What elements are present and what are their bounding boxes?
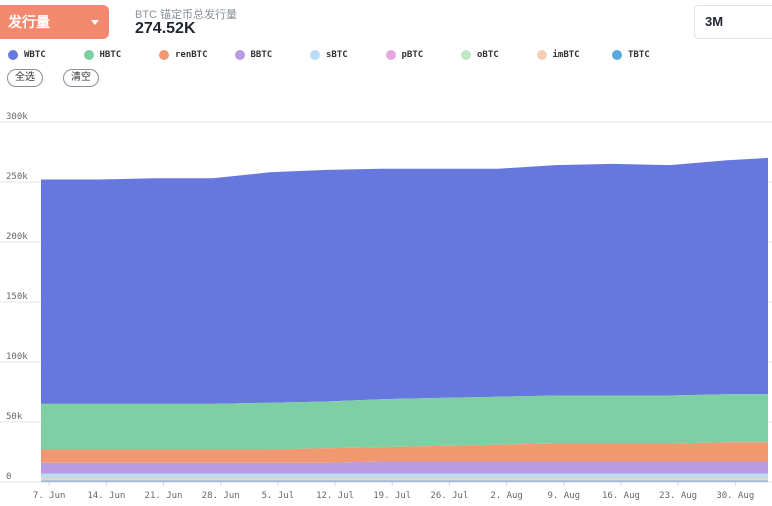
legend-dot-icon <box>461 50 471 60</box>
range-select[interactable]: 3M <box>694 5 772 39</box>
area-series-sbtc <box>41 473 768 478</box>
x-tick-label: 26. Jul <box>430 491 468 501</box>
x-tick-label: 21. Jun <box>145 491 183 501</box>
legend-dot-icon <box>385 50 396 60</box>
x-tick-label: 30. Aug <box>716 491 754 501</box>
y-tick-label: 0 <box>6 472 11 482</box>
legend-label: imBTC <box>552 50 580 60</box>
legend-label: BBTC <box>250 50 273 60</box>
legend-label: renBTC <box>175 50 208 60</box>
legend-dot-icon <box>612 50 622 60</box>
x-tick-label: 9. Aug <box>548 491 581 501</box>
legend-dot-icon <box>234 50 245 60</box>
x-tick-label: 28. Jun <box>202 491 240 501</box>
area-series-renbtc <box>41 442 768 463</box>
legend-dot-icon <box>310 50 320 60</box>
x-tick-label: 7. Jun <box>33 491 66 501</box>
legend-label: oBTC <box>477 50 499 60</box>
chevron-down-icon <box>91 20 99 25</box>
legend-label: TBTC <box>628 50 650 60</box>
area-series-wbtc <box>41 157 768 404</box>
area-series-obtc <box>41 477 768 480</box>
chart-subtitle: BTC 锚定币总发行量 <box>135 9 238 21</box>
metric-select[interactable]: 发行量 <box>0 5 109 39</box>
area-series-imbtc <box>41 479 768 481</box>
legend-label: sBTC <box>326 50 348 60</box>
y-tick-label: 150k <box>6 292 28 302</box>
legend-label: WBTC <box>24 50 46 60</box>
legend-dot-icon <box>159 50 169 60</box>
legend-dot-icon <box>536 50 547 60</box>
legend-dot-icon <box>8 50 18 60</box>
x-tick-label: 12. Jul <box>316 491 354 501</box>
x-tick-label: 2. Aug <box>490 491 523 501</box>
y-tick-label: 300k <box>6 112 28 122</box>
y-tick-label: 200k <box>6 232 28 242</box>
total-supply-value: 274.52K <box>135 20 196 37</box>
area-series-pbtc <box>41 477 768 478</box>
y-tick-label: 250k <box>6 172 28 182</box>
area-series-hbtc <box>41 394 768 450</box>
stacked-area-chart: 0 50k 100k 150k 200k 250k 300k 7. Jun 14. Jun 21.… <box>0 112 772 501</box>
x-tick-label: 23. Aug <box>659 491 697 501</box>
legend-label: pBTC <box>401 50 424 60</box>
chart-legend: WBTC HBTC renBTC BBTC sBTC pBTC oBTC imBTC TBTC <box>8 48 768 62</box>
clear-button[interactable]: 清空 <box>63 69 99 87</box>
x-tick-label: 5. Jul <box>262 491 295 501</box>
x-tick-label: 16. Aug <box>602 491 640 501</box>
y-tick-label: 50k <box>6 412 23 422</box>
y-tick-label: 100k <box>6 352 28 362</box>
x-tick-label: 14. Jun <box>87 491 125 501</box>
legend-dot-icon <box>83 50 94 60</box>
x-tick-label: 19. Jul <box>373 491 411 501</box>
legend-label: HBTC <box>99 50 122 60</box>
area-series-bbtc <box>41 461 768 474</box>
metric-select-label: 发行量 <box>8 14 50 30</box>
select-all-button[interactable]: 全选 <box>7 69 43 87</box>
